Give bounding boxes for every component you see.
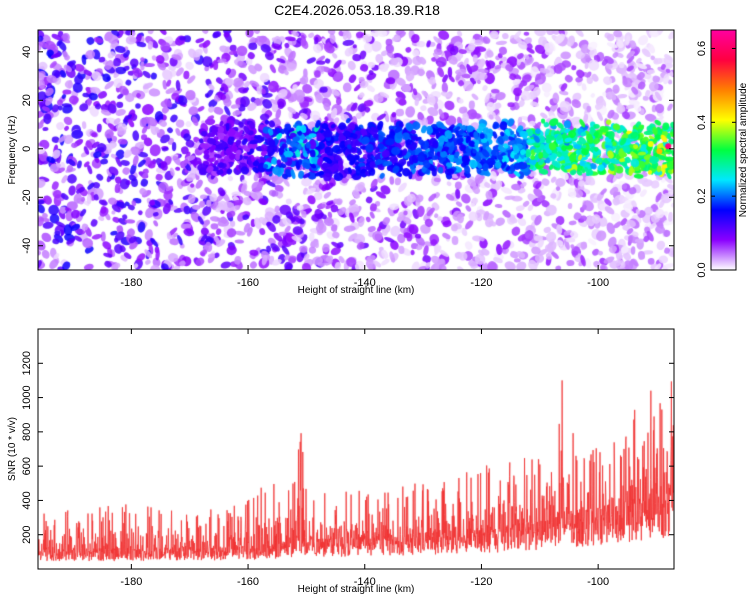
colorbar-gradient <box>711 30 736 270</box>
snr-y-label: SNR (10 * v/v) <box>7 417 18 481</box>
y-tick-label: 800 <box>21 423 33 441</box>
y-tick-label: 1000 <box>21 385 33 409</box>
spectrogram-y-ticks: -40 -20 0 20 40 <box>21 46 674 254</box>
colorbar-label: Normalized spectral amplitude <box>738 82 749 217</box>
spectrogram-frame <box>37 29 675 271</box>
spectrogram-panel: -180 -160 -140 -120 -100 -40 -20 0 20 40 Height … <box>7 29 675 296</box>
colorbar-tick-label: 0.4 <box>696 115 708 130</box>
x-tick-label: -160 <box>237 277 259 289</box>
y-tick-label: 400 <box>21 491 33 509</box>
x-tick-label: -100 <box>587 277 609 289</box>
y-tick-label: 200 <box>21 526 33 544</box>
spectrogram-x-label: Height of straight line (km) <box>298 285 415 296</box>
x-tick-label: -140 <box>354 576 376 588</box>
y-tick-label: 1200 <box>21 351 33 375</box>
spectrogram-image <box>38 30 674 270</box>
x-tick-label: -160 <box>237 576 259 588</box>
colorbar-tick-label: 0.6 <box>696 41 708 56</box>
colorbar-tick-label: 0.2 <box>696 189 708 204</box>
snr-y-ticks: 200 400 600 800 1000 1200 <box>21 351 674 544</box>
snr-panel: -180 -160 -140 -120 -100 200 400 600 800 1000 120… <box>7 328 675 595</box>
snr-frame <box>37 328 675 570</box>
x-tick-label: -180 <box>120 576 142 588</box>
spectrogram-x-ticks: -180 -160 -140 -120 -100 <box>120 30 609 289</box>
y-tick-label: 0 <box>21 146 33 152</box>
y-tick-label: -20 <box>21 189 33 205</box>
colorbar-ticks: 0.0 0.2 0.4 0.6 <box>696 41 736 278</box>
y-tick-label: 20 <box>21 94 33 106</box>
x-tick-label: -120 <box>470 277 492 289</box>
x-tick-label: -180 <box>120 277 142 289</box>
snr-line-image <box>38 329 674 569</box>
y-tick-label: 40 <box>21 46 33 58</box>
colorbar: 0.0 0.2 0.4 0.6 Normalized spectral amplitu… <box>696 29 749 278</box>
x-tick-label: -120 <box>470 576 492 588</box>
x-tick-label: -140 <box>354 277 376 289</box>
figure-title: C2E4.2026.053.18.39.R18 <box>274 2 440 18</box>
x-tick-label: -100 <box>587 576 609 588</box>
y-tick-label: 600 <box>21 457 33 475</box>
snr-x-label: Height of straight line (km) <box>298 584 415 595</box>
snr-x-ticks: -180 -160 -140 -120 -100 <box>120 329 609 588</box>
spectrogram-y-label: Frequency (Hz) <box>7 116 18 185</box>
colorbar-frame <box>710 29 737 271</box>
colorbar-tick-label: 0.0 <box>696 262 708 277</box>
y-tick-label: -40 <box>21 238 33 254</box>
